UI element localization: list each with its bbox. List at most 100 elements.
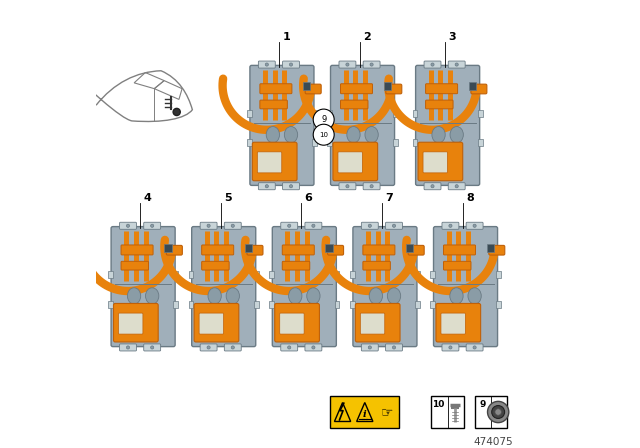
Circle shape bbox=[346, 63, 349, 66]
FancyBboxPatch shape bbox=[260, 84, 292, 94]
Bar bbox=[475, 396, 507, 428]
Circle shape bbox=[376, 401, 398, 423]
FancyBboxPatch shape bbox=[386, 84, 402, 94]
FancyBboxPatch shape bbox=[426, 100, 453, 109]
Bar bbox=[269, 271, 274, 279]
Bar bbox=[108, 271, 113, 279]
FancyBboxPatch shape bbox=[120, 344, 136, 351]
Bar bbox=[431, 301, 435, 308]
Bar bbox=[486, 244, 494, 252]
FancyBboxPatch shape bbox=[353, 227, 417, 347]
PathPatch shape bbox=[335, 402, 351, 422]
FancyBboxPatch shape bbox=[113, 303, 158, 342]
FancyBboxPatch shape bbox=[280, 313, 304, 334]
FancyBboxPatch shape bbox=[250, 65, 314, 185]
Circle shape bbox=[346, 185, 349, 188]
Circle shape bbox=[488, 401, 509, 422]
FancyBboxPatch shape bbox=[118, 313, 143, 334]
Bar bbox=[406, 244, 413, 252]
Circle shape bbox=[431, 185, 434, 188]
Text: 4: 4 bbox=[143, 193, 151, 203]
Circle shape bbox=[492, 405, 504, 418]
FancyBboxPatch shape bbox=[282, 61, 300, 68]
Circle shape bbox=[287, 224, 291, 227]
FancyBboxPatch shape bbox=[259, 183, 275, 190]
Ellipse shape bbox=[365, 126, 378, 143]
Circle shape bbox=[449, 224, 452, 227]
Circle shape bbox=[455, 185, 458, 188]
FancyBboxPatch shape bbox=[424, 183, 441, 190]
Text: 7: 7 bbox=[385, 193, 393, 203]
Bar bbox=[415, 271, 420, 279]
Ellipse shape bbox=[369, 288, 383, 304]
Text: 10: 10 bbox=[319, 132, 328, 138]
Circle shape bbox=[370, 185, 373, 188]
Bar bbox=[431, 396, 465, 428]
Bar bbox=[247, 110, 252, 117]
Bar bbox=[350, 271, 355, 279]
Circle shape bbox=[368, 346, 371, 349]
FancyBboxPatch shape bbox=[200, 222, 217, 229]
FancyBboxPatch shape bbox=[442, 222, 459, 229]
FancyBboxPatch shape bbox=[466, 222, 483, 229]
Ellipse shape bbox=[127, 288, 141, 304]
Bar bbox=[350, 301, 355, 308]
Text: 3: 3 bbox=[448, 32, 456, 42]
Bar bbox=[269, 301, 274, 308]
Circle shape bbox=[207, 224, 210, 227]
Circle shape bbox=[368, 224, 371, 227]
Bar bbox=[478, 139, 483, 146]
Bar bbox=[328, 139, 332, 146]
Ellipse shape bbox=[450, 126, 463, 143]
FancyBboxPatch shape bbox=[355, 303, 400, 342]
Text: 6: 6 bbox=[305, 193, 312, 203]
Bar bbox=[415, 301, 420, 308]
FancyBboxPatch shape bbox=[111, 227, 175, 347]
FancyBboxPatch shape bbox=[144, 222, 161, 229]
FancyBboxPatch shape bbox=[121, 261, 148, 270]
Ellipse shape bbox=[347, 126, 360, 143]
FancyBboxPatch shape bbox=[260, 100, 287, 109]
Ellipse shape bbox=[226, 288, 239, 304]
FancyBboxPatch shape bbox=[166, 246, 182, 255]
FancyBboxPatch shape bbox=[202, 245, 234, 255]
Bar bbox=[413, 139, 417, 146]
FancyBboxPatch shape bbox=[192, 227, 256, 347]
FancyBboxPatch shape bbox=[247, 246, 263, 255]
Bar bbox=[303, 82, 310, 90]
Circle shape bbox=[473, 346, 476, 349]
Circle shape bbox=[392, 346, 396, 349]
Ellipse shape bbox=[432, 126, 445, 143]
FancyBboxPatch shape bbox=[257, 152, 282, 173]
FancyBboxPatch shape bbox=[225, 222, 241, 229]
Circle shape bbox=[127, 346, 129, 349]
Circle shape bbox=[312, 224, 315, 227]
FancyBboxPatch shape bbox=[281, 222, 298, 229]
Ellipse shape bbox=[468, 288, 481, 304]
FancyBboxPatch shape bbox=[363, 245, 395, 255]
Bar bbox=[108, 301, 113, 308]
Circle shape bbox=[431, 63, 434, 66]
FancyBboxPatch shape bbox=[305, 84, 321, 94]
Circle shape bbox=[231, 224, 234, 227]
Ellipse shape bbox=[208, 288, 221, 304]
Ellipse shape bbox=[145, 288, 159, 304]
Text: 9: 9 bbox=[321, 115, 326, 124]
FancyBboxPatch shape bbox=[330, 65, 395, 185]
Ellipse shape bbox=[289, 288, 302, 304]
FancyBboxPatch shape bbox=[120, 222, 136, 229]
Bar bbox=[247, 139, 252, 146]
Text: 474075: 474075 bbox=[474, 436, 513, 447]
Ellipse shape bbox=[266, 126, 280, 143]
Text: i: i bbox=[363, 410, 367, 419]
FancyBboxPatch shape bbox=[441, 313, 465, 334]
FancyBboxPatch shape bbox=[272, 227, 337, 347]
Bar bbox=[254, 301, 259, 308]
FancyBboxPatch shape bbox=[333, 142, 378, 181]
Circle shape bbox=[150, 224, 154, 227]
FancyBboxPatch shape bbox=[144, 344, 161, 351]
Circle shape bbox=[370, 63, 373, 66]
Circle shape bbox=[173, 108, 180, 116]
FancyBboxPatch shape bbox=[202, 261, 229, 270]
Bar bbox=[326, 244, 333, 252]
